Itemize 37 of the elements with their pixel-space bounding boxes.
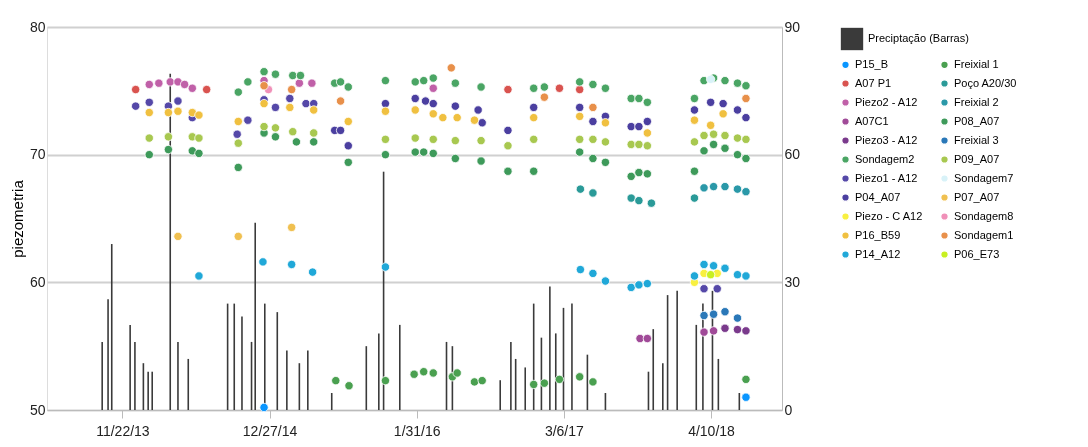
legend-label: Sondagem2 (855, 152, 915, 165)
legend-label: P07_A07 (954, 190, 1000, 203)
legend-label: A07 P1 (855, 76, 892, 89)
legend-label: Preciptação (Barras) (868, 32, 969, 44)
y2-tick-label: 60 (784, 146, 801, 163)
legend-label: P08_A07 (954, 114, 1000, 127)
legend-label: Sondagem7 (954, 171, 1014, 184)
y2-tick-label: 30 (784, 273, 801, 290)
legend-label: P15_B (855, 57, 889, 70)
y2-tick-label: 0 (784, 401, 793, 418)
legend-label: Piezo1 - A12 (855, 171, 918, 184)
legend-label: P04_A07 (855, 190, 901, 203)
y2-tick-label: 90 (784, 18, 801, 35)
legend-label: Piezo2 - A12 (855, 95, 918, 108)
legend-label: Poço A20/30 (954, 76, 1017, 89)
y-tick-label: 50 (29, 401, 46, 418)
legend-label: Piezo - C A12 (855, 209, 923, 222)
legend-label: Piezo3 - A12 (855, 133, 918, 146)
x-tick-label: 11/22/13 (96, 422, 150, 439)
x-tick-label: 1/31/16 (393, 422, 441, 439)
legend-label: Sondagem8 (954, 209, 1014, 222)
y-axis-title: piezometria (8, 179, 26, 258)
legend-label: Sondagem1 (954, 228, 1014, 241)
y-tick-label: 70 (29, 146, 46, 163)
legend-label: P06_E73 (954, 247, 1000, 260)
x-tick-label: 3/6/17 (544, 422, 585, 439)
legend-label: P14_A12 (855, 247, 901, 260)
x-tick-label: 12/27/14 (242, 422, 298, 439)
legend-label: A07C1 (855, 114, 889, 127)
legend-label: P09_A07 (954, 152, 1000, 165)
legend-label: P16_B59 (855, 228, 901, 241)
y-tick-label: 80 (29, 18, 46, 35)
legend-label: Freixial 1 (954, 57, 999, 70)
legend-label: Freixial 2 (954, 95, 999, 108)
legend-label: Freixial 3 (954, 133, 999, 146)
x-tick-label: 4/10/18 (688, 422, 736, 439)
y-tick-label: 60 (29, 273, 46, 290)
